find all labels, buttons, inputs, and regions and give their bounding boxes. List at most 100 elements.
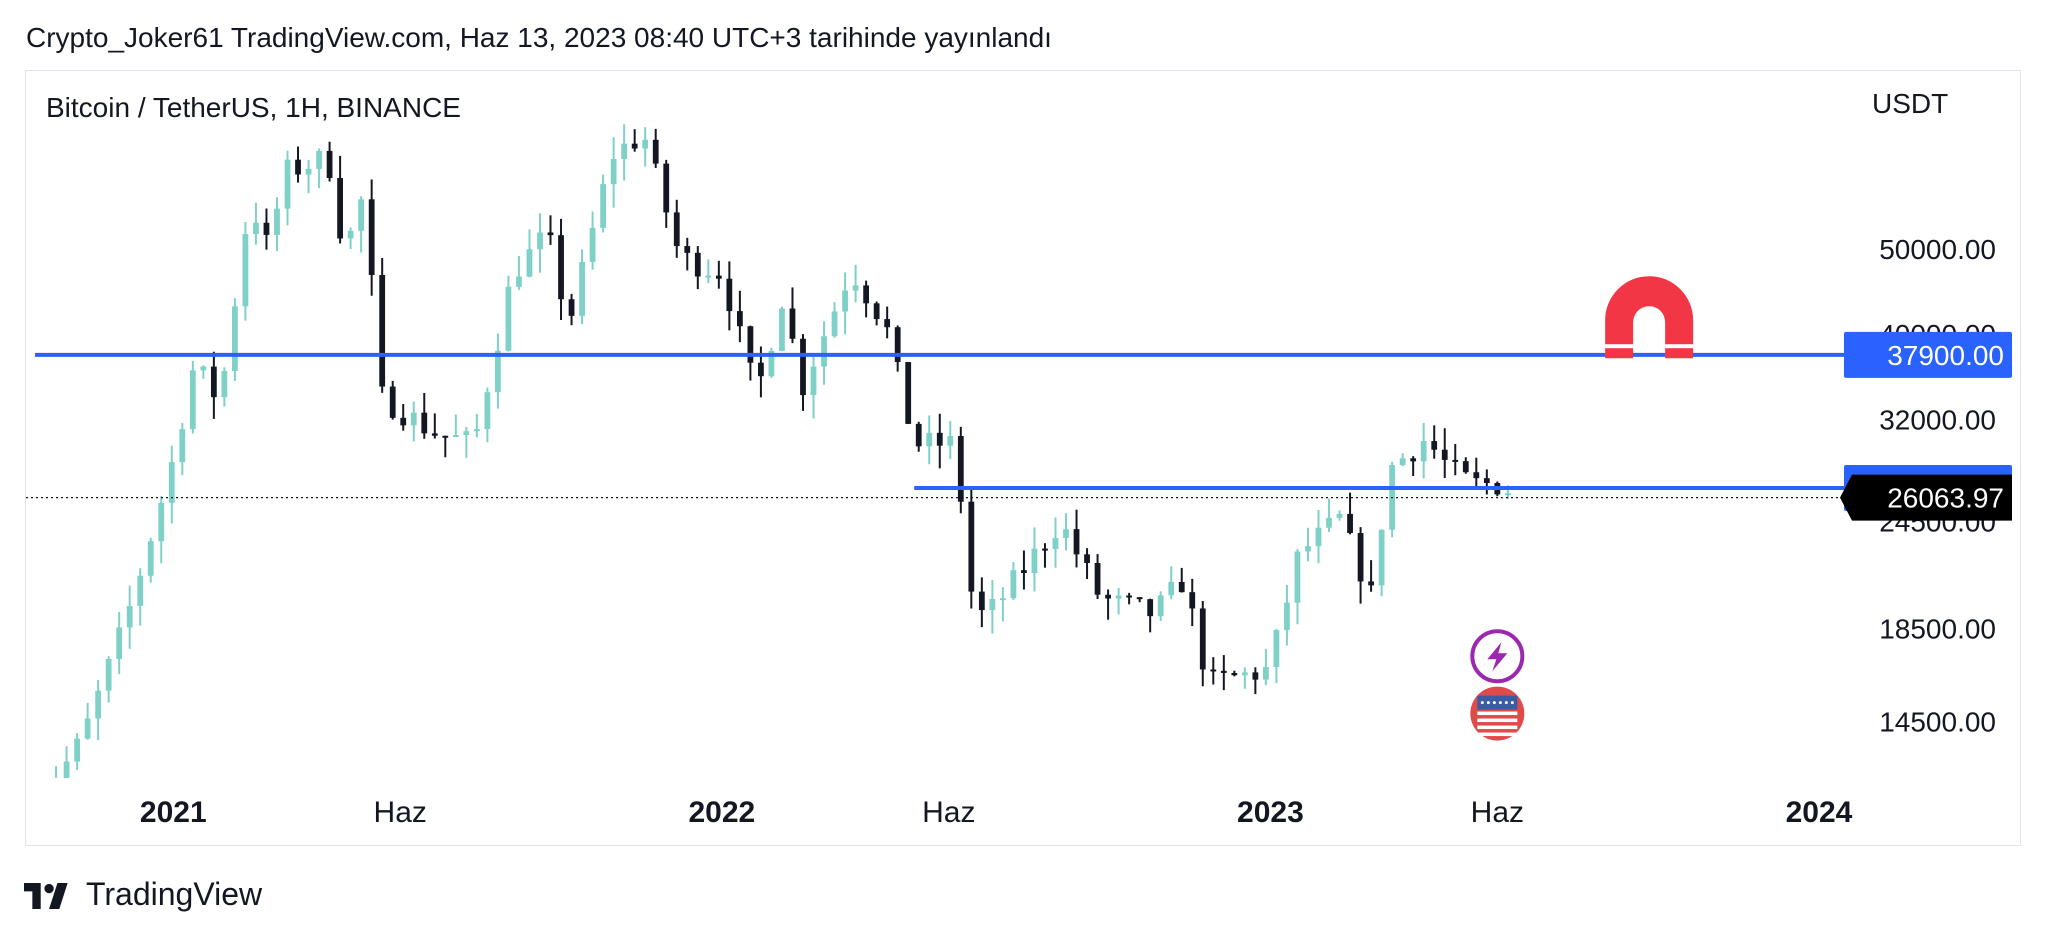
chart-frame (25, 70, 2021, 846)
candle-body (53, 783, 59, 802)
candle-body (179, 429, 186, 463)
candle-body (305, 168, 312, 175)
candle-body (831, 311, 838, 337)
candle-body (1462, 461, 1469, 473)
tradingview-logo-icon[interactable] (24, 878, 76, 914)
candle-body (663, 163, 670, 213)
candle-body (1115, 595, 1122, 599)
x-tick-label: 2023 (1237, 796, 1304, 829)
candle-body (1021, 570, 1027, 573)
candle-body (274, 208, 280, 235)
candle-body (1273, 630, 1280, 668)
candle-body (1220, 670, 1227, 673)
candle-body (1052, 537, 1059, 549)
candle-body (894, 327, 901, 363)
candle-body (1042, 548, 1048, 551)
candle-body (1473, 472, 1480, 479)
candle-body (1504, 493, 1511, 496)
candle-body (1410, 458, 1417, 462)
candle-body (126, 605, 133, 628)
candle-body (1210, 669, 1217, 672)
candle-body (1241, 672, 1248, 676)
candle-body (1420, 441, 1427, 462)
candle-body (789, 308, 796, 339)
candle-body (1305, 546, 1311, 552)
candle-body (263, 222, 270, 235)
candle-body (452, 434, 459, 437)
candle-body (200, 366, 207, 371)
y-tick-label: 14500.00 (1879, 706, 1996, 737)
candle-body (821, 336, 827, 367)
candle-body (1126, 595, 1133, 598)
candle-body (999, 598, 1006, 601)
candle-body (137, 575, 144, 606)
candle-body (368, 199, 375, 275)
x-tick-label: Haz (374, 796, 427, 829)
x-axis: 2021 Haz 2022 Haz 2023 Haz 2024 (140, 796, 1853, 829)
x-tick-label: Haz (922, 796, 975, 829)
candle-body (1073, 529, 1080, 555)
candle-body (1483, 478, 1490, 484)
candle-body (1252, 672, 1259, 680)
candle-body (63, 761, 70, 778)
candle-body (568, 299, 575, 316)
candle-body (1168, 581, 1175, 596)
candle-body (957, 436, 964, 502)
candle-body (926, 432, 933, 447)
x-tick-label: 2022 (688, 796, 755, 829)
candle-body (736, 311, 743, 327)
candle-body (158, 502, 165, 542)
candle-body (1189, 592, 1196, 609)
candle-body (337, 178, 343, 239)
candle-body (1199, 608, 1206, 670)
candle-body (116, 627, 123, 659)
candle-body (842, 290, 848, 312)
candle-body (526, 249, 533, 277)
x-tick-label: 2021 (140, 796, 207, 829)
candle-body (1368, 581, 1374, 586)
candle-body (442, 435, 449, 438)
candle-body (1178, 581, 1185, 593)
candle-body (936, 432, 943, 446)
candle-body (610, 159, 617, 185)
candle-body (1157, 595, 1164, 617)
candle-body (379, 274, 386, 387)
candle-body (210, 366, 217, 398)
candle-body (558, 235, 564, 300)
candle-body (505, 286, 512, 351)
candle-body (1010, 570, 1017, 599)
price-label-bg-1 (1844, 331, 2012, 378)
chart-title: Bitcoin / TetherUS, 1H, BINANCE (46, 92, 461, 123)
candle-body (1031, 548, 1038, 573)
candle-body (1452, 459, 1459, 462)
candle-body (358, 199, 365, 231)
y-tick-label: 32000.00 (1879, 404, 1996, 435)
price-label-1: 37900.00 (1887, 340, 2004, 371)
current-price-label-bg (1840, 474, 2012, 521)
y-tick-label: 18500.00 (1879, 613, 1996, 644)
candle-body (905, 362, 912, 424)
candle-body (347, 230, 354, 239)
candle-body (1441, 449, 1448, 460)
candle-body (232, 306, 238, 372)
candle-body (1147, 599, 1154, 617)
candle-body (989, 598, 996, 611)
candle-body (1378, 529, 1385, 586)
candle-body (810, 366, 817, 396)
candle-body (1347, 513, 1353, 534)
candle-body (1063, 529, 1069, 538)
candle-body (1431, 441, 1438, 450)
candle-body (852, 285, 859, 291)
current-price-label: 26063.97 (1887, 483, 2004, 514)
candle-body (1094, 563, 1101, 595)
us-flag-icon (1470, 686, 1525, 741)
candle-body (600, 184, 607, 228)
candle-body (1284, 602, 1290, 631)
lightning-icon (1470, 629, 1525, 684)
candle-body (873, 303, 880, 320)
candle-body (431, 433, 438, 436)
candle-body (779, 308, 785, 351)
candle-body (32, 810, 38, 824)
candle-body (484, 392, 491, 430)
